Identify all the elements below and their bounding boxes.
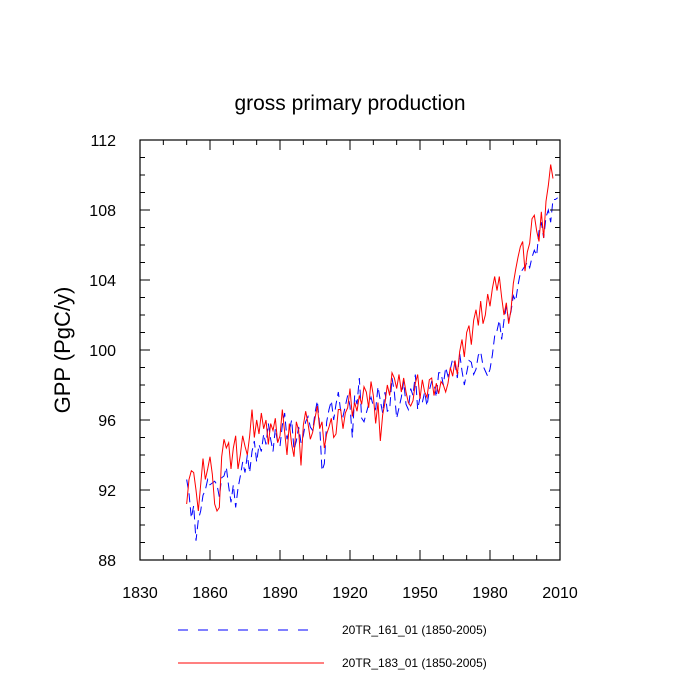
x-tick-label: 1890 (262, 585, 298, 602)
y-tick-label: 104 (89, 273, 116, 290)
x-tick-label: 1830 (122, 585, 158, 602)
y-tick-label: 112 (90, 133, 116, 150)
series-line-20tr-183-01 (186, 164, 554, 513)
legend: 20TR_161_01 (1850-2005) 20TR_183_01 (185… (178, 623, 487, 670)
legend-label-20tr-161: 20TR_161_01 (1850-2005) (342, 623, 487, 637)
y-tick-label: 88 (98, 553, 116, 570)
x-tick-label: 1860 (192, 585, 228, 602)
y-tick-label: 100 (89, 343, 116, 360)
y-tick-label: 92 (98, 483, 116, 500)
legend-label-20tr-183: 20TR_183_01 (1850-2005) (342, 656, 487, 670)
x-tick-label: 2010 (542, 585, 578, 602)
chart-title: gross primary production (234, 92, 465, 115)
x-tick-label: 1980 (472, 585, 508, 602)
y-tick-label: 108 (89, 203, 116, 220)
series-line-20tr-161-01 (186, 197, 558, 541)
y-axis-label: GPP (PgC/y) (50, 287, 75, 414)
axes-layer: 1830 1860 1890 1920 1950 1980 2010 88 92 96 100 104… (89, 133, 578, 602)
y-tick-label: 96 (98, 413, 116, 430)
x-tick-label: 1950 (402, 585, 438, 602)
x-tick-label: 1920 (332, 585, 368, 602)
series-layer (186, 164, 558, 541)
